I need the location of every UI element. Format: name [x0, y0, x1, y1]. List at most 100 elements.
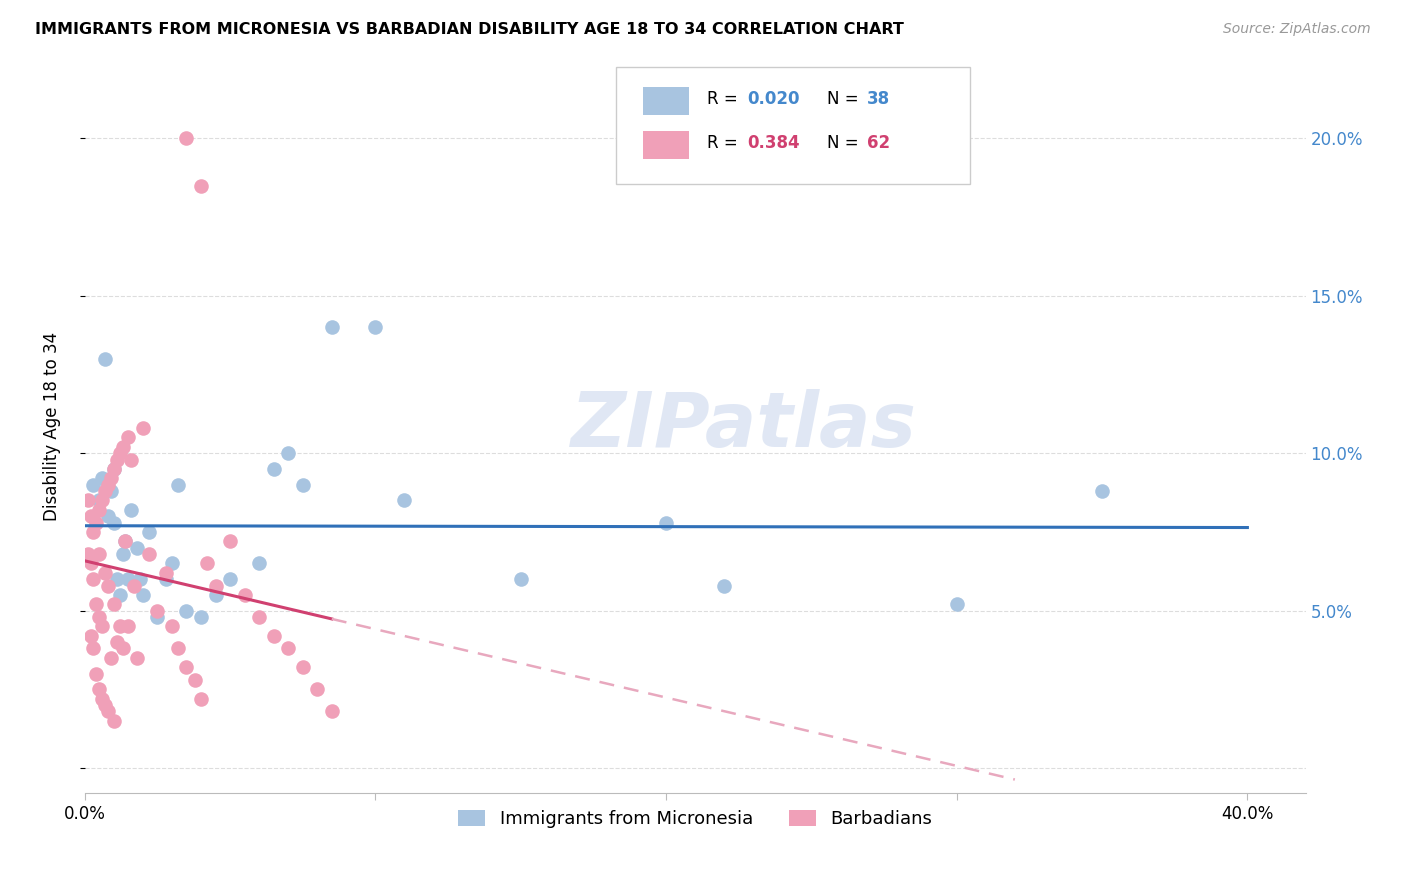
Point — [86, 666, 108, 681]
Point — [89, 547, 111, 561]
Point — [94, 698, 117, 713]
Legend: Immigrants from Micronesia, Barbadians: Immigrants from Micronesia, Barbadians — [451, 803, 939, 836]
Point — [364, 320, 387, 334]
Point — [76, 547, 98, 561]
Point — [111, 547, 134, 561]
Point — [79, 557, 101, 571]
Point — [263, 462, 285, 476]
Point — [219, 572, 242, 586]
Point — [111, 440, 134, 454]
Point — [91, 619, 114, 633]
Text: 38: 38 — [868, 90, 890, 109]
Point — [160, 619, 183, 633]
Point — [82, 477, 104, 491]
Y-axis label: Disability Age 18 to 34: Disability Age 18 to 34 — [44, 332, 60, 521]
Point — [176, 604, 198, 618]
Point — [132, 588, 155, 602]
Point — [120, 503, 142, 517]
Point — [204, 588, 226, 602]
Point — [94, 483, 117, 498]
Text: 0.020: 0.020 — [748, 90, 800, 109]
Point — [97, 578, 120, 592]
Point — [100, 651, 122, 665]
Point — [100, 471, 122, 485]
Point — [129, 572, 152, 586]
Point — [117, 430, 139, 444]
Point — [190, 691, 212, 706]
Point — [117, 572, 139, 586]
Point — [247, 557, 270, 571]
Point — [89, 503, 111, 517]
Point — [122, 578, 145, 592]
Point — [117, 619, 139, 633]
Point — [146, 610, 169, 624]
Point — [394, 493, 416, 508]
Point — [108, 588, 131, 602]
Point — [146, 604, 169, 618]
Point — [82, 572, 104, 586]
Point — [94, 351, 117, 366]
Point — [103, 714, 125, 728]
Point — [713, 578, 735, 592]
Text: N =: N = — [827, 135, 863, 153]
Text: R =: R = — [707, 90, 744, 109]
FancyBboxPatch shape — [643, 87, 689, 115]
Point — [160, 557, 183, 571]
Point — [219, 534, 242, 549]
Text: IMMIGRANTS FROM MICRONESIA VS BARBADIAN DISABILITY AGE 18 TO 34 CORRELATION CHAR: IMMIGRANTS FROM MICRONESIA VS BARBADIAN … — [35, 22, 904, 37]
Point — [76, 493, 98, 508]
Point — [321, 705, 343, 719]
Point — [1091, 483, 1114, 498]
Point — [86, 598, 108, 612]
Point — [103, 462, 125, 476]
Point — [307, 682, 329, 697]
Point — [166, 641, 188, 656]
Point — [132, 421, 155, 435]
Point — [111, 641, 134, 656]
Point — [108, 446, 131, 460]
Point — [89, 493, 111, 508]
Point — [89, 610, 111, 624]
FancyBboxPatch shape — [643, 131, 689, 159]
Text: R =: R = — [707, 135, 744, 153]
Point — [97, 509, 120, 524]
Point — [103, 516, 125, 530]
Text: N =: N = — [827, 90, 863, 109]
Point — [204, 578, 226, 592]
Point — [138, 524, 160, 539]
Point — [97, 705, 120, 719]
Point — [79, 629, 101, 643]
Point — [86, 516, 108, 530]
Point — [114, 534, 136, 549]
Point — [91, 471, 114, 485]
Point — [103, 462, 125, 476]
Point — [184, 673, 207, 687]
Point — [91, 493, 114, 508]
Point — [120, 452, 142, 467]
Point — [103, 598, 125, 612]
Point — [190, 178, 212, 193]
Point — [195, 557, 218, 571]
Point — [105, 572, 128, 586]
Point — [155, 572, 177, 586]
Text: 62: 62 — [868, 135, 890, 153]
Point — [108, 619, 131, 633]
Point — [82, 641, 104, 656]
Point — [91, 691, 114, 706]
Point — [105, 452, 128, 467]
Point — [509, 572, 531, 586]
Point — [138, 547, 160, 561]
Point — [114, 534, 136, 549]
Point — [89, 682, 111, 697]
Point — [105, 635, 128, 649]
Point — [190, 610, 212, 624]
Point — [247, 610, 270, 624]
Text: Source: ZipAtlas.com: Source: ZipAtlas.com — [1223, 22, 1371, 37]
Point — [291, 477, 314, 491]
Point — [263, 629, 285, 643]
Point — [291, 660, 314, 674]
Point — [94, 566, 117, 580]
Point — [176, 660, 198, 674]
Point — [321, 320, 343, 334]
Point — [100, 483, 122, 498]
